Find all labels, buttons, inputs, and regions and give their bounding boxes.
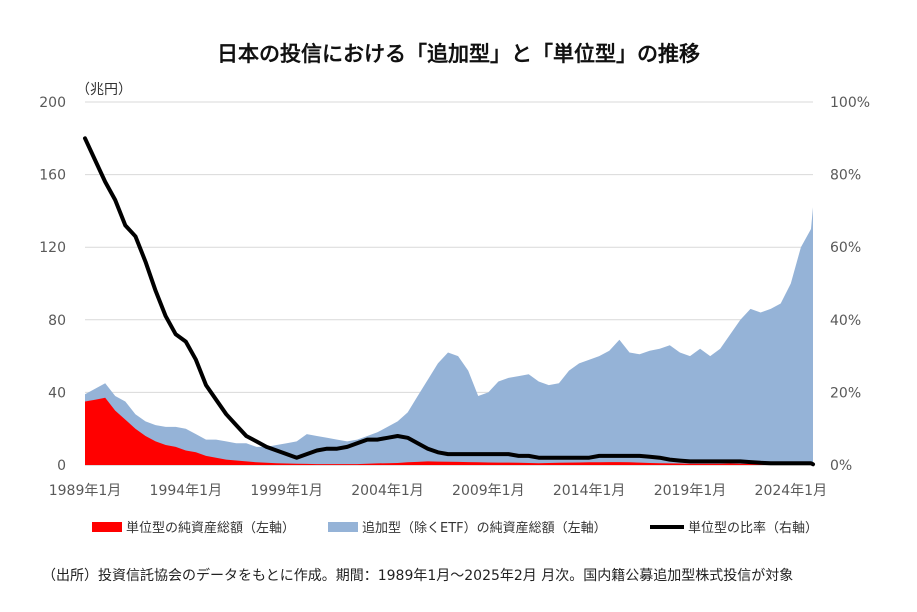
line-ratio-series bbox=[83, 136, 815, 467]
legend: 単位型の純資産総額（左軸） 追加型（除くETF）の純資産総額（左軸） 単位型の比… bbox=[92, 517, 892, 537]
y-right-tick-label: 100% bbox=[830, 95, 870, 111]
legend-label-ratio: 単位型の比率（右軸） bbox=[688, 521, 819, 536]
legend-swatch-red bbox=[92, 521, 122, 532]
x-tick-label: 1989年1月 bbox=[49, 483, 122, 499]
y-left-tick-label: 40 bbox=[48, 385, 66, 401]
legend-label-unit: 単位型の純資産総額（左軸） bbox=[126, 521, 296, 536]
y-left-tick-label: 120 bbox=[39, 240, 66, 256]
legend-item-additional: 追加型（除くETF）の純資産総額（左軸） bbox=[328, 517, 607, 536]
y-left-tick-label: 0 bbox=[57, 458, 66, 474]
chart-title: 日本の投信における「追加型」と「単位型」の推移 bbox=[217, 42, 700, 66]
source-note: （出所）投資信託協会のデータをもとに作成。期間：1989年1月〜2025年2月 … bbox=[42, 568, 794, 584]
axis-labels: 0 0% 40 20% 80 40% 120 60% 160 80% 200 100% 1989年1月 1… bbox=[39, 95, 870, 499]
area-unit-series bbox=[85, 397, 813, 465]
x-tick-label: 1999年1月 bbox=[250, 483, 323, 499]
y-left-tick-label: 200 bbox=[39, 95, 66, 111]
x-tick-label: 2024年1月 bbox=[755, 483, 828, 499]
x-tick-label: 2004年1月 bbox=[351, 483, 424, 499]
x-tick-label: 2014年1月 bbox=[553, 483, 626, 499]
y-left-tick-label: 80 bbox=[48, 313, 66, 329]
legend-swatch-blue bbox=[328, 521, 358, 532]
area-series bbox=[85, 207, 813, 466]
legend-swatch-line bbox=[650, 524, 684, 529]
x-tick-label: 1994年1月 bbox=[150, 483, 223, 499]
y-right-tick-label: 80% bbox=[830, 168, 861, 184]
area-additional-series bbox=[85, 207, 813, 466]
y-right-tick-label: 20% bbox=[830, 385, 861, 401]
legend-item-ratio: 単位型の比率（右軸） bbox=[650, 517, 818, 536]
x-tick-label: 2019年1月 bbox=[654, 483, 727, 499]
y-right-tick-label: 40% bbox=[830, 313, 861, 329]
y-right-tick-label: 0% bbox=[830, 458, 852, 474]
legend-item-unit: 単位型の純資産総額（左軸） bbox=[92, 517, 295, 536]
x-tick-label: 2009年1月 bbox=[452, 483, 525, 499]
legend-label-additional: 追加型（除くETF）の純資産総額（左軸） bbox=[362, 521, 607, 536]
left-axis-unit-label: （兆円） bbox=[76, 82, 132, 98]
y-right-tick-label: 60% bbox=[830, 240, 861, 256]
line-series bbox=[83, 136, 815, 467]
y-left-tick-label: 160 bbox=[39, 168, 66, 184]
